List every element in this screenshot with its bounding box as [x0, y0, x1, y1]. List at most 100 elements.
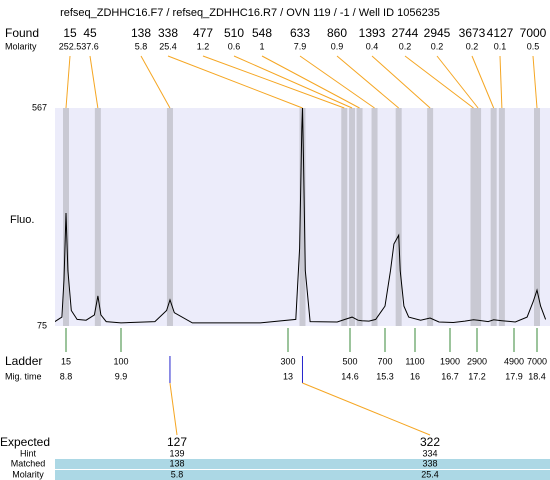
ladder-time: 17.9: [505, 371, 523, 381]
hint-size: 334: [422, 448, 437, 458]
ladder-size: 1900: [440, 356, 460, 366]
peak-band: [94, 108, 101, 326]
peak-connector: [167, 55, 303, 109]
molarity-row-bg: [55, 470, 550, 480]
matched-row-bg: [55, 459, 550, 469]
molarity-label: Molarity: [5, 41, 37, 51]
ladder-time: 13: [283, 371, 293, 381]
found-size: 477: [193, 26, 213, 40]
peak-band: [166, 108, 173, 326]
ladder-time: 15.3: [376, 371, 394, 381]
found-molarity: 7.9: [294, 41, 307, 51]
peak-band: [490, 108, 497, 326]
found-size: 2744: [392, 26, 419, 40]
peak-connector: [436, 55, 479, 109]
title: refseq_ZDHHC16.F7 / refseq_ZDHHC16.R7 / …: [60, 7, 440, 19]
ladder-time: 16: [410, 371, 420, 381]
ladder-size: 2900: [467, 356, 487, 366]
peak-connector: [233, 55, 353, 109]
ladder-time: 18.4: [528, 371, 546, 381]
ladder-time: 17.2: [468, 371, 486, 381]
peak-band: [534, 108, 540, 326]
peak-connector: [471, 55, 495, 109]
expected-connector: [169, 382, 178, 436]
peak-connector: [336, 55, 399, 109]
ladder-size: 100: [113, 356, 128, 366]
ladder-time: 14.6: [341, 371, 359, 381]
peak-connector: [261, 55, 360, 109]
hint-label: Hint: [20, 448, 37, 458]
expected-label: Expected: [0, 435, 50, 449]
matched-size: 338: [422, 458, 437, 468]
peak-band: [349, 108, 356, 326]
found-label: Found: [5, 26, 39, 40]
found-size: 3673: [459, 26, 486, 40]
found-molarity: 0.6: [228, 41, 241, 51]
peak-band: [475, 108, 482, 326]
peak-connector: [499, 55, 503, 109]
peak-band: [299, 108, 306, 326]
ladder-size: 4900: [504, 356, 524, 366]
ladder-time: 9.9: [115, 371, 128, 381]
found-molarity: 0.4: [366, 41, 379, 51]
peak-band: [427, 108, 434, 326]
ladder-size: 700: [377, 356, 392, 366]
matched-label: Matched: [11, 458, 46, 468]
expected-molarity: 25.4: [421, 469, 439, 479]
peak-band: [395, 108, 402, 326]
ladder-size: 1100: [405, 356, 424, 366]
peak-band: [356, 108, 363, 326]
found-size: 633: [290, 26, 310, 40]
found-size: 4127: [487, 26, 514, 40]
peak-connector: [140, 55, 171, 109]
y-tick-label: 567: [32, 102, 47, 112]
found-size: 15: [63, 26, 77, 40]
ladder-size: 500: [342, 356, 357, 366]
expected-size: 322: [420, 435, 440, 449]
peak-connector: [404, 55, 474, 109]
found-molarity: 0.2: [466, 41, 479, 51]
hint-size: 139: [169, 448, 184, 458]
ladder-size: 7000: [527, 356, 547, 366]
expected-molarity: 5.8: [171, 469, 184, 479]
found-size: 45: [83, 26, 97, 40]
peak-connector: [532, 55, 538, 109]
found-molarity: 252.5: [59, 41, 82, 51]
matched-size: 138: [169, 458, 184, 468]
found-molarity: 1: [259, 41, 264, 51]
peak-band: [498, 108, 505, 326]
found-molarity: 0.1: [494, 41, 507, 51]
peak-connector: [65, 55, 71, 109]
found-size: 2945: [424, 26, 451, 40]
peak-band: [341, 108, 348, 326]
found-molarity: 0.5: [527, 41, 540, 51]
ladder-time: 8.8: [60, 371, 73, 381]
ladder-size: 300: [280, 356, 295, 366]
ladder-label: Ladder: [5, 354, 42, 368]
expected-molarity-label: Molarity: [12, 469, 44, 479]
found-size: 1393: [359, 26, 386, 40]
peak-connector: [299, 55, 375, 109]
expected-connector: [302, 382, 431, 436]
found-size: 138: [131, 26, 151, 40]
peak-connector: [89, 55, 99, 109]
found-molarity: 0.2: [399, 41, 412, 51]
peak-band: [470, 108, 477, 326]
found-size: 7000: [520, 26, 547, 40]
y-tick-label: 75: [37, 320, 47, 330]
found-size: 510: [224, 26, 244, 40]
peak-connector: [371, 55, 431, 109]
found-molarity: 0.9: [331, 41, 344, 51]
found-size: 338: [158, 26, 178, 40]
ladder-size: 15: [61, 356, 71, 366]
peak-band: [371, 108, 378, 326]
found-size: 860: [327, 26, 347, 40]
trace: [55, 107, 547, 324]
mig-time-label: Mig. time: [5, 371, 42, 381]
found-molarity: 1.2: [197, 41, 210, 51]
ladder-time: 16.7: [441, 371, 459, 381]
found-molarity: 37.6: [81, 41, 99, 51]
found-size: 548: [252, 26, 272, 40]
peak-connector: [202, 55, 345, 109]
